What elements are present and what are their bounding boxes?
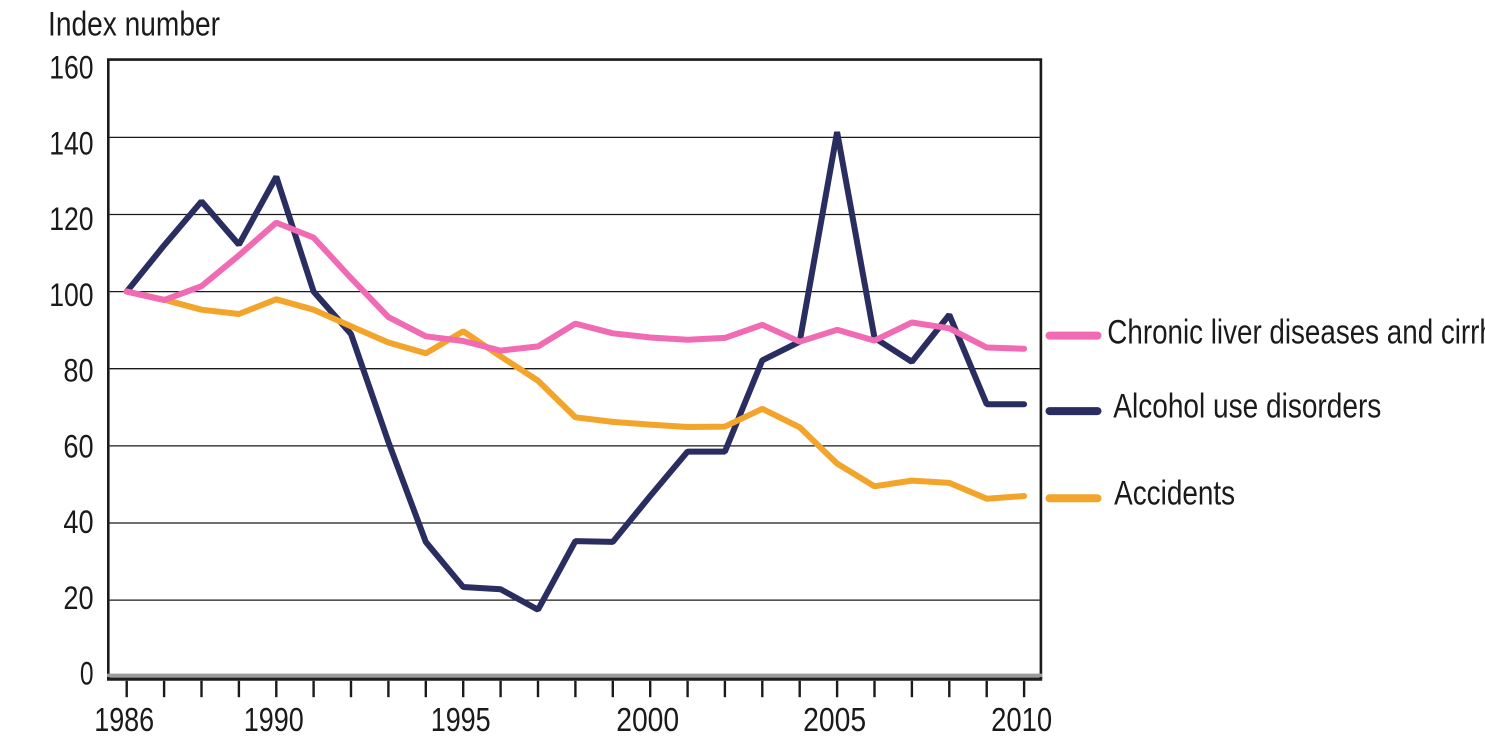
svg-text:1995: 1995 bbox=[431, 702, 491, 739]
svg-text:1990: 1990 bbox=[244, 702, 304, 739]
svg-text:Alcohol use disorders: Alcohol use disorders bbox=[1113, 387, 1381, 425]
svg-text:60: 60 bbox=[63, 428, 93, 464]
svg-text:Index number: Index number bbox=[48, 6, 220, 44]
svg-text:Accidents: Accidents bbox=[1114, 475, 1235, 513]
svg-text:140: 140 bbox=[49, 125, 93, 161]
svg-text:0: 0 bbox=[80, 656, 94, 692]
svg-text:2010: 2010 bbox=[991, 702, 1052, 739]
svg-text:80: 80 bbox=[63, 353, 93, 389]
svg-text:20: 20 bbox=[63, 580, 93, 616]
svg-text:1986: 1986 bbox=[94, 702, 154, 739]
svg-text:160: 160 bbox=[49, 50, 93, 86]
svg-text:2005: 2005 bbox=[803, 702, 866, 739]
svg-text:100: 100 bbox=[49, 277, 93, 313]
svg-text:Chronic liver diseases and cir: Chronic liver diseases and cirrhosis bbox=[1107, 314, 1485, 352]
svg-text:40: 40 bbox=[63, 504, 93, 540]
svg-text:2000: 2000 bbox=[616, 702, 679, 739]
svg-text:120: 120 bbox=[49, 201, 93, 237]
